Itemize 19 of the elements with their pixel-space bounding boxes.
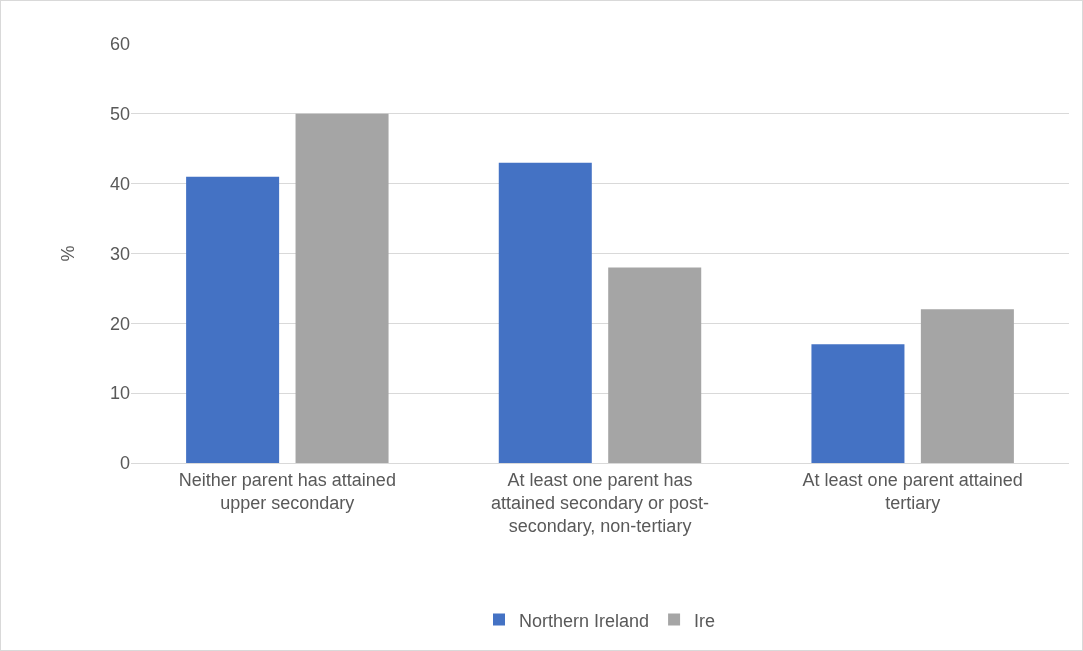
y-tick-label: 30 (109, 243, 130, 264)
y-tick-label: 60 (109, 34, 130, 55)
legend-label: Ire (694, 610, 716, 631)
bar (920, 309, 1014, 463)
legend-label: Northern Ireland (519, 610, 650, 631)
bar (295, 113, 389, 463)
x-tick-label: At least one parent attained tertiary (802, 469, 1023, 513)
y-tick-label: 10 (109, 383, 130, 404)
y-tick-label: 20 (109, 313, 130, 334)
bar (608, 267, 702, 463)
x-tick-label: Neither parent has attained upper secondary (178, 469, 396, 513)
x-tick-label: At least one parent has attained secondary or post-secondary, non-tertiary (490, 469, 710, 537)
y-axis-title: % (58, 245, 79, 262)
y-tick-label: 50 (109, 104, 130, 125)
bar (498, 162, 592, 463)
bar (186, 176, 280, 463)
bar (811, 344, 905, 463)
y-tick-label: 40 (109, 173, 130, 194)
y-tick-label: 0 (119, 453, 130, 474)
